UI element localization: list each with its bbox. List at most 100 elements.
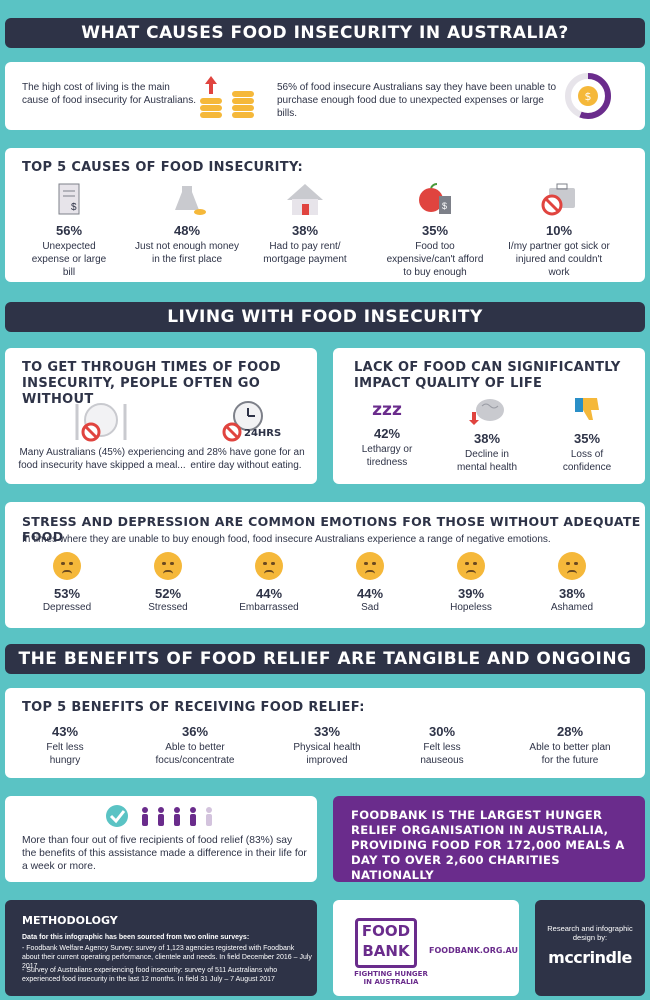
emotion-label: Sad xyxy=(361,602,379,613)
benefit-label: Felt less hungry xyxy=(46,742,84,766)
cause-item: 38% Had to pay rent/ mortgage payment xyxy=(241,182,369,266)
credit-card: Research and infographic design by: mccr… xyxy=(535,900,645,996)
money-bag-icon xyxy=(175,186,206,215)
logo-card: FOOD BANK FIGHTING HUNGER IN AUSTRALIA F… xyxy=(333,900,519,996)
benefit-label: Able to better plan for the future xyxy=(529,742,611,766)
methodology-item: - Foodbank Welfare Agency Survey: survey… xyxy=(22,945,312,970)
methodology-card: METHODOLOGY Data for this infographic ha… xyxy=(5,900,317,996)
briefcase-no-icon xyxy=(541,183,575,216)
causes-title: TOP 5 CAUSES OF FOOD INSECURITY: xyxy=(22,160,304,175)
benefit-pct: 30% xyxy=(428,724,456,739)
cause-pct: 35% xyxy=(421,223,449,238)
go-without-card: TO GET THROUGH TIMES OF FOOD INSECURITY,… xyxy=(5,348,317,484)
depressed-face-icon xyxy=(53,552,81,580)
foodbank-logo: FOOD BANK xyxy=(355,918,417,968)
mccrindle-logo: mccrindle xyxy=(548,948,632,967)
methodology-item: - Survey of Australians experiencing foo… xyxy=(22,967,278,983)
cause-label: Food too expensive/can't afford to buy e… xyxy=(386,241,484,278)
svg-text:24HRS: 24HRS xyxy=(244,428,281,439)
emotion-label: Stressed xyxy=(148,602,188,613)
benefit-pct: 33% xyxy=(313,724,341,739)
foodbank-statement: FOODBANK IS THE LARGEST HUNGER RELIEF OR… xyxy=(351,808,625,882)
causes-card: TOP 5 CAUSES OF FOOD INSECURITY: $ 56% U… xyxy=(5,148,645,282)
emotion-pct: 39% xyxy=(457,586,485,601)
emotion-item: 52% Stressed xyxy=(118,552,218,614)
benefit-item: 33% Physical health improved xyxy=(267,724,387,767)
cause-label: Had to pay rent/ mortgage payment xyxy=(263,241,347,265)
cause-item: 48% Just not enough money in the first p… xyxy=(123,182,251,266)
benefit-label: Physical health improved xyxy=(293,742,361,766)
emotion-label: Depressed xyxy=(42,602,92,613)
plate-no-icon xyxy=(75,403,127,442)
quality-pct: 38% xyxy=(473,431,501,446)
emotions-card: STRESS AND DEPRESSION ARE COMMON EMOTION… xyxy=(5,502,645,628)
emotion-pct: 52% xyxy=(154,586,182,601)
people-check-icon xyxy=(106,805,212,827)
benefit-label: Able to better focus/concentrate xyxy=(155,742,235,766)
benefit-pct: 28% xyxy=(556,724,584,739)
zzz-icon: zzz xyxy=(372,400,402,420)
benefits-banner: THE BENEFITS OF FOOD RELIEF ARE TANGIBLE… xyxy=(5,644,645,674)
svg-text:$: $ xyxy=(585,90,592,103)
benefit-item: 28% Able to better plan for the future xyxy=(510,724,630,767)
quality-item: 38% Decline in mental health xyxy=(443,396,531,474)
quality-item: zzz 42% Lethargy or tiredness xyxy=(343,400,431,469)
foodbank-tagline: FIGHTING HUNGER IN AUSTRALIA xyxy=(354,970,428,986)
cause-item: $ 56% Unexpected expense or large bill xyxy=(5,182,133,279)
emotions-subtitle: In times where they are unable to buy en… xyxy=(22,534,551,545)
emotion-item: 39% Hopeless xyxy=(421,552,521,614)
brain-decline-icon xyxy=(469,399,504,425)
benefit-pct: 43% xyxy=(51,724,79,739)
benefits-card: TOP 5 BENEFITS OF RECEIVING FOOD RELIEF:… xyxy=(5,688,645,778)
emotion-item: 44% Sad xyxy=(320,552,420,614)
quality-title: LACK OF FOOD CAN SIGNIFICANTLY IMPACT QU… xyxy=(354,360,621,391)
cause-label: I/my partner got sick or injured and cou… xyxy=(508,241,610,278)
quality-item: 35% Loss of confidence xyxy=(543,396,631,474)
emotion-pct: 53% xyxy=(53,586,81,601)
credit-text: Research and infographic design by: xyxy=(547,924,633,942)
cause-pct: 48% xyxy=(173,223,201,238)
svg-text:$: $ xyxy=(442,201,447,211)
causes-banner: WHAT CAUSES FOOD INSECURITY IN AUSTRALIA… xyxy=(5,18,645,48)
benefits-title: TOP 5 BENEFITS OF RECEIVING FOOD RELIEF: xyxy=(22,700,365,715)
emotion-pct: 44% xyxy=(356,586,384,601)
benefit-pct: 36% xyxy=(181,724,209,739)
recipients-card: More than four out of five recipients of… xyxy=(5,796,317,882)
quality-card: LACK OF FOOD CAN SIGNIFICANTLY IMPACT QU… xyxy=(333,348,645,484)
go-without-right-text: and 28% have gone for an entire day with… xyxy=(187,447,305,471)
quality-label: Decline in mental health xyxy=(456,449,518,473)
foodbank-url[interactable]: FOODBANK.ORG.AU xyxy=(429,946,518,955)
cause-label: Unexpected expense or large bill xyxy=(31,241,107,278)
svg-text:$: $ xyxy=(71,202,77,213)
benefit-item: 43% Felt less hungry xyxy=(10,724,120,767)
stressed-face-icon xyxy=(154,552,182,580)
living-banner: LIVING WITH FOOD INSECURITY xyxy=(5,302,645,332)
intro-left-text: The high cost of living is the main caus… xyxy=(22,82,196,106)
intro-card: The high cost of living is the main caus… xyxy=(5,62,645,130)
emotion-pct: 38% xyxy=(558,586,586,601)
clock-24hrs-icon: 24HRS xyxy=(222,401,281,442)
ashamed-face-icon xyxy=(558,552,586,580)
quality-pct: 42% xyxy=(373,426,401,441)
go-without-title: TO GET THROUGH TIMES OF FOOD INSECURITY,… xyxy=(22,360,281,407)
emotion-item: 44% Embarrassed xyxy=(219,552,319,614)
quality-label: Lethargy or tiredness xyxy=(361,444,413,468)
quality-pct: 35% xyxy=(573,431,601,446)
recipients-text: More than four out of five recipients of… xyxy=(22,835,307,872)
cause-label: Just not enough money in the first place xyxy=(135,241,239,265)
emotion-item: 53% Depressed xyxy=(17,552,117,614)
benefit-item: 30% Felt less nauseous xyxy=(387,724,497,767)
house-icon xyxy=(287,184,323,215)
cause-pct: 56% xyxy=(55,223,83,238)
emotion-item: 38% Ashamed xyxy=(522,552,622,614)
cause-item: 10% I/my partner got sick or injured and… xyxy=(495,182,623,279)
emotion-label: Embarrassed xyxy=(239,602,299,613)
benefit-item: 36% Able to better focus/concentrate xyxy=(135,724,255,767)
emotion-pct: 44% xyxy=(255,586,283,601)
coins-arrow-icon xyxy=(200,76,254,118)
bill-icon: $ xyxy=(58,183,80,215)
methodology-intro: Data for this infographic has been sourc… xyxy=(22,934,250,941)
sad-face-icon xyxy=(356,552,384,580)
cause-pct: 38% xyxy=(291,223,319,238)
emotions-title: STRESS AND DEPRESSION ARE COMMON EMOTION… xyxy=(22,514,641,544)
